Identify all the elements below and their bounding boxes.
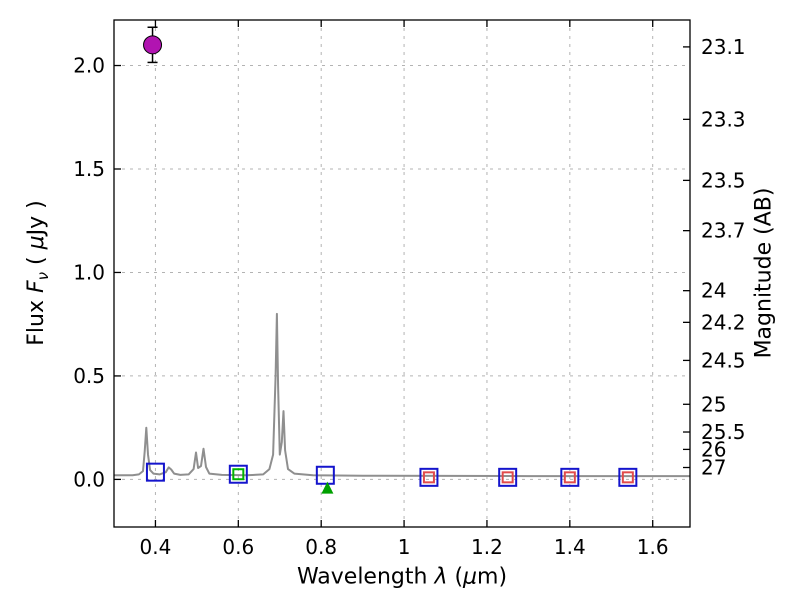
model-photometry-squares <box>145 462 638 487</box>
observed-green-square <box>232 468 245 481</box>
y-tick-label-right: 26 <box>701 437 726 461</box>
mu-symbol: μ <box>463 564 478 590</box>
y-tick-label-right: 25.5 <box>701 420 746 444</box>
x-tick-label: 1.2 <box>471 535 503 559</box>
y-tick-label-right: 24.2 <box>701 310 746 334</box>
x-tick-label: 1.4 <box>554 535 586 559</box>
observed-red-squares-marker <box>501 471 514 484</box>
y-tick-label-left: 1.5 <box>73 157 105 181</box>
lambda-symbol: λ <box>434 564 448 590</box>
y-tick-label-left: 0.5 <box>73 364 105 388</box>
model-photometry-squares-marker <box>498 467 518 487</box>
observed-green-square-marker <box>232 468 245 481</box>
magnitude-label-text: Magnitude (AB) <box>751 187 777 359</box>
flux-f-symbol: F <box>23 280 49 293</box>
axis-ticks: 0.4 0.6 0.8 1 1.2 1.4 1.6 0.0 0.5 1.0 1.5 2.0 23.1 23… <box>73 20 746 559</box>
model-photometry-squares-marker <box>145 462 165 482</box>
y-tick-label-right: 25 <box>701 392 726 416</box>
grid-lines <box>114 20 690 527</box>
upper-limit-triangle <box>321 481 334 494</box>
axes-frame <box>113 19 691 528</box>
nu-symbol: ν <box>34 271 53 281</box>
y-tick-label-right: 24 <box>701 279 726 303</box>
x-tick-label: 0.6 <box>222 535 254 559</box>
y-tick-label-left: 0.0 <box>73 467 105 491</box>
x-axis-label-text: Wavelength <box>296 564 435 590</box>
observed-red-squares <box>422 471 634 484</box>
model-photometry-squares-marker <box>228 464 248 484</box>
detection-circle-marker <box>143 35 163 55</box>
y-tick-label-right: 23.1 <box>701 35 746 59</box>
detection-circle <box>143 26 163 64</box>
x-tick-label: 1 <box>398 535 411 559</box>
model-photometry-squares-marker <box>419 467 439 487</box>
observed-red-squares-marker <box>563 471 576 484</box>
x-tick-label: 1.6 <box>637 535 669 559</box>
model-photometry-squares-marker <box>618 467 638 487</box>
flux-label-text: Flux <box>23 292 49 346</box>
y-tick-label-left: 1.0 <box>73 260 105 284</box>
x-tick-label: 0.8 <box>305 535 337 559</box>
model-photometry-squares-marker <box>560 467 580 487</box>
y-tick-label-right: 27 <box>701 456 726 480</box>
observed-red-squares-marker <box>621 471 634 484</box>
mu-symbol: μ <box>23 235 49 250</box>
y-tick-label-right: 23.3 <box>701 107 746 131</box>
upper-limit-triangle-marker <box>321 481 334 494</box>
y-tick-label-right: 23.7 <box>701 219 746 243</box>
y-tick-label-right: 24.5 <box>701 348 746 372</box>
model-spectrum <box>114 312 690 478</box>
observed-red-squares-marker <box>422 471 435 484</box>
x-tick-label: 0.4 <box>140 535 172 559</box>
y-tick-label-right: 23.5 <box>701 168 746 192</box>
y-tick-label-left: 2.0 <box>73 54 105 78</box>
model-photometry-squares-marker <box>315 465 335 485</box>
